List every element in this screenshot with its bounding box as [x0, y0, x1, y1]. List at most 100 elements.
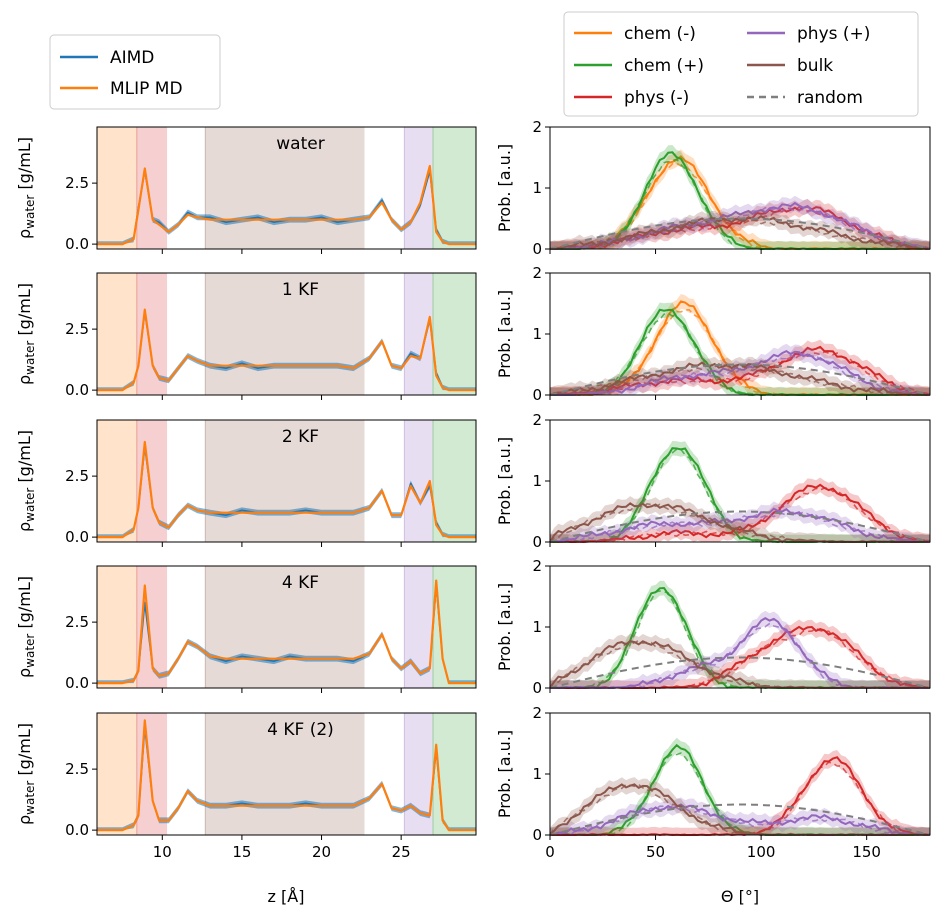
y-tick-label: 0	[532, 240, 542, 258]
legend-label: phys (-)	[624, 88, 689, 108]
y-tick-label: 0	[532, 533, 542, 551]
y-axis-label-unit: [g/mL]	[15, 283, 34, 341]
y-axis-label: Prob. [a.u.]	[495, 144, 514, 232]
y-axis-label-symbol: ρ	[15, 522, 34, 532]
y-axis-label-subscript: water	[23, 341, 37, 375]
y-tick-label: 2	[532, 118, 542, 136]
legend-orientation: chem (-) chem (+) phys (-) phys (+) bulk rand…	[563, 11, 919, 117]
band-physplus	[550, 797, 930, 835]
y-tick-label: 0	[532, 679, 542, 697]
panel-title: 2 KF	[282, 427, 319, 447]
x-tick-label: 150	[852, 843, 881, 861]
y-tick-label: 1	[532, 618, 542, 636]
axes-frame	[96, 712, 477, 836]
x-tick-label: 100	[747, 843, 776, 861]
line-physplus	[549, 349, 931, 397]
panel-title: water	[276, 134, 324, 154]
y-axis-label-subscript: water	[23, 634, 37, 668]
dashed-physplus	[550, 206, 931, 250]
line-bulk	[549, 214, 930, 250]
line-physplus	[549, 201, 931, 250]
y-axis-label: Prob. [a.u.]	[495, 583, 514, 671]
legend-entry: chem (-)	[574, 24, 696, 44]
legend-density: AIMD MLIP MD	[49, 34, 221, 110]
y-tick-label: 2	[532, 264, 542, 282]
orientation-x-axis-label: Θ [°]	[721, 887, 759, 906]
dashed-bulk	[549, 783, 931, 836]
x-tick-label: 50	[646, 843, 665, 861]
y-axis-label-subscript: water	[23, 488, 37, 522]
density-panel: 1 KF 0.0 2.5 ρwater [g/mL]	[15, 272, 477, 400]
region-bulk	[205, 127, 365, 249]
band-chemminus	[550, 294, 930, 395]
legend-entry: bulk	[747, 56, 833, 76]
dashed-bulk	[549, 502, 930, 543]
line-random	[549, 803, 931, 836]
y-tick-label: 0.0	[65, 821, 89, 839]
y-axis-label: Prob. [a.u.]	[495, 290, 514, 378]
y-axis-label: ρwater [g/mL]	[15, 723, 37, 825]
mlip-line	[97, 440, 476, 539]
axes-frame	[96, 565, 477, 689]
line-random	[549, 363, 931, 396]
mlip-line	[97, 308, 476, 392]
line-random	[549, 656, 931, 689]
orientation-panel: 0 1 2 Prob. [a.u.]	[495, 118, 931, 258]
density-x-axis-label: z [Å]	[268, 887, 305, 906]
line-physplus	[549, 507, 930, 543]
region-chem	[97, 420, 137, 542]
legend-label: AIMD	[110, 48, 154, 68]
region-phys	[404, 420, 434, 542]
region-chem	[97, 273, 137, 395]
y-tick-label: 1	[532, 325, 542, 343]
y-tick-label: 0	[532, 826, 542, 844]
region-chem	[97, 566, 137, 688]
region-chem	[433, 420, 476, 542]
legend-label: chem (-)	[624, 24, 696, 44]
region-chem	[97, 713, 137, 835]
y-tick-label: 0.0	[65, 528, 89, 546]
x-tick-label: 25	[392, 843, 411, 861]
line-physminus	[549, 483, 931, 544]
y-tick-label: 2.5	[65, 320, 89, 338]
band-chemminus	[550, 149, 930, 249]
region-bulk	[205, 420, 365, 542]
mlip-line	[97, 164, 476, 246]
legend-label: MLIP MD	[110, 79, 183, 99]
y-tick-label: 0.0	[65, 381, 89, 399]
orientation-panel: 0 1 2 Prob. [a.u.]	[495, 557, 931, 697]
legend-entry: chem (+)	[574, 56, 704, 76]
panel-title: 4 KF	[282, 573, 319, 593]
y-axis-label: ρwater [g/mL]	[15, 430, 37, 532]
density-panel: 4 KF (2) 0.0 2.5 10 15 20 25 ρwater [g/mL]	[15, 712, 477, 861]
y-tick-label: 2	[532, 411, 542, 429]
y-axis-label-symbol: ρ	[15, 815, 34, 825]
band-bulk	[550, 777, 930, 835]
region-phys	[404, 273, 434, 395]
y-axis-label: Prob. [a.u.]	[495, 437, 514, 525]
x-tick-label: 10	[153, 843, 172, 861]
y-axis-label-unit: [g/mL]	[15, 576, 34, 634]
axes-frame	[96, 272, 477, 396]
legend-box	[563, 11, 919, 117]
y-axis-label-symbol: ρ	[15, 375, 34, 385]
y-tick-label: 2.5	[65, 760, 89, 778]
legend-box	[49, 34, 221, 110]
legend-entry: phys (-)	[574, 88, 689, 108]
y-axis-label: ρwater [g/mL]	[15, 137, 37, 239]
legend-entry: random	[747, 88, 863, 108]
axes-frame	[96, 126, 477, 250]
region-chem	[433, 127, 476, 249]
band-physminus	[550, 477, 930, 542]
y-axis-label: Prob. [a.u.]	[495, 730, 514, 818]
legend-entry: MLIP MD	[60, 79, 183, 99]
region-bulk	[205, 273, 365, 395]
panel-title: 1 KF	[282, 280, 319, 300]
orientation-panels: 0 1 2 Prob. [a.u.] 0 1 2 Prob. [a.u.] 0 1 2 Prob. […	[495, 118, 931, 861]
panel-title: 4 KF (2)	[267, 720, 334, 740]
legend-label: bulk	[797, 56, 833, 76]
dashed-physminus	[550, 486, 931, 543]
line-random	[549, 217, 931, 250]
